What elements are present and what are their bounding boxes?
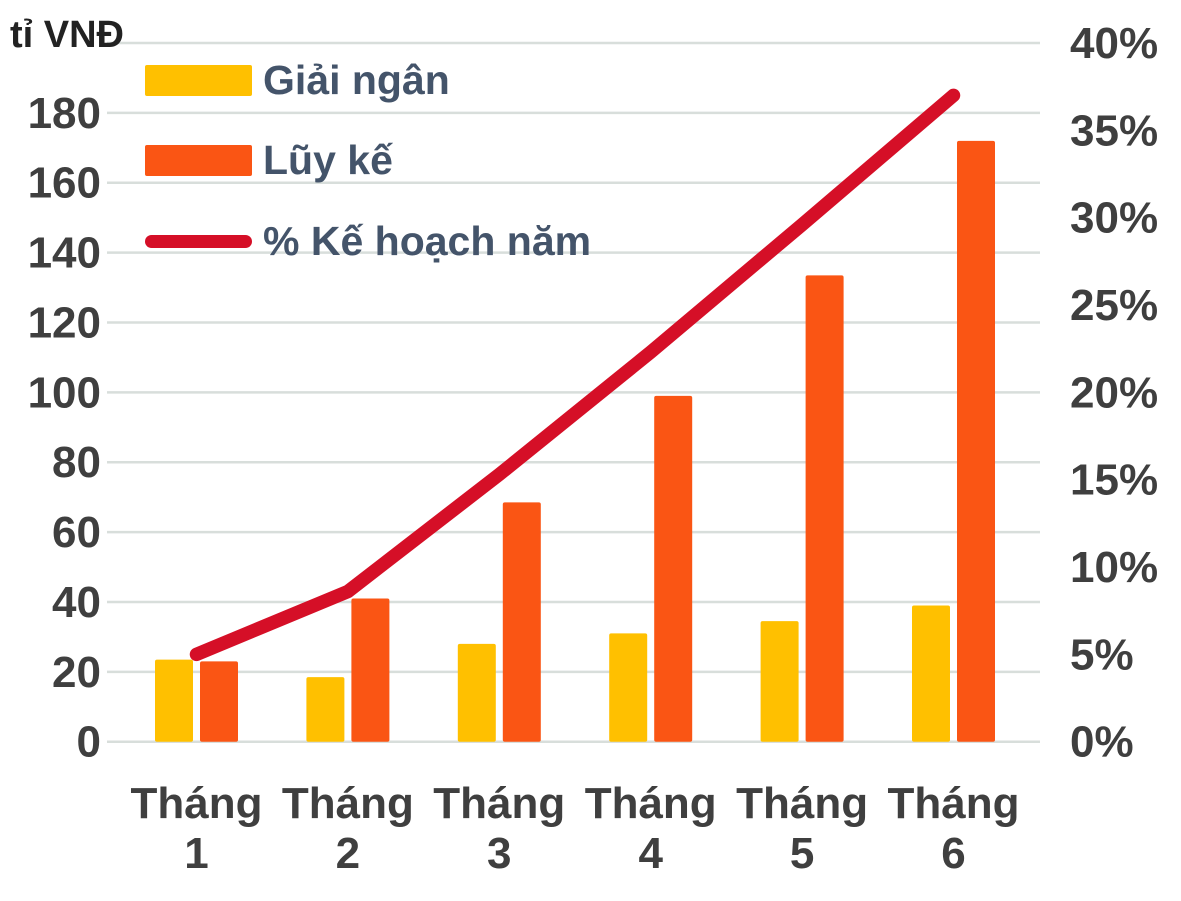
bar-luy-ke [957,140,995,742]
legend-item-ke-hoach: % Kế hoạch năm [145,221,705,262]
left-axis-tick: 180 [28,89,101,138]
left-axis-tick: 140 [28,229,101,278]
right-axis-tick: 40% [1070,19,1158,68]
x-axis-label: Tháng 5 [736,779,868,878]
left-axis-tick: 0 [77,718,101,767]
ke-hoach-line [189,88,961,662]
left-axis-tick: 120 [28,298,101,347]
left-axis-tick: 40 [52,578,101,627]
bar-luy-ke [502,502,541,742]
left-axis-tick: 100 [28,368,101,417]
right-axis-tick: 0% [1070,718,1134,767]
legend-label-luy-ke: Lũy kế [263,137,393,183]
x-axis-label: Tháng 3 [433,779,565,878]
bar-luy-ke [200,661,238,742]
x-axis-label: Tháng 2 [282,779,414,878]
bar-luy-ke [654,395,693,742]
bar-luy-ke [351,598,390,742]
bar-giai-ngan [609,633,648,742]
bar-giai-ngan [155,659,193,742]
x-axis-label: Tháng 4 [585,779,717,878]
bar-giai-ngan [306,677,345,742]
right-axis-tick: 15% [1070,456,1158,505]
right-axis-tick: 25% [1070,281,1158,330]
left-axis-title: tỉ VNĐ [10,14,124,56]
left-axis-tick: 20 [52,648,101,697]
luy-ke-swatch-icon [145,145,252,176]
legend-item-luy-ke: Lũy kế [145,140,705,181]
bar-giai-ngan [760,621,799,742]
bar-giai-ngan [457,643,496,742]
giai-ngan-swatch-icon [145,65,252,96]
bar-giai-ngan [912,605,950,742]
right-axis-tick: 20% [1070,368,1158,417]
x-axis-label: Tháng 6 [888,779,1020,878]
legend-label-ke-hoach: % Kế hoạch năm [263,218,592,264]
right-axis-tick: 35% [1070,106,1158,155]
legend-item-giai-ngan: Giải ngân [145,60,705,101]
x-axis-label: Tháng 1 [131,779,263,878]
ke-hoach-line-swatch-icon [145,235,252,248]
right-axis-tick: 30% [1070,194,1158,243]
legend-label-giai-ngan: Giải ngân [263,57,450,103]
right-axis-tick: 10% [1070,543,1158,592]
bar-luy-ke [805,275,844,742]
left-axis-tick: 80 [52,438,101,487]
legend: Giải ngân Lũy kế % Kế hoạch năm [145,60,705,262]
left-axis-tick: 160 [28,159,101,208]
right-axis-tick: 5% [1070,630,1134,679]
left-axis-tick: 60 [52,508,101,557]
